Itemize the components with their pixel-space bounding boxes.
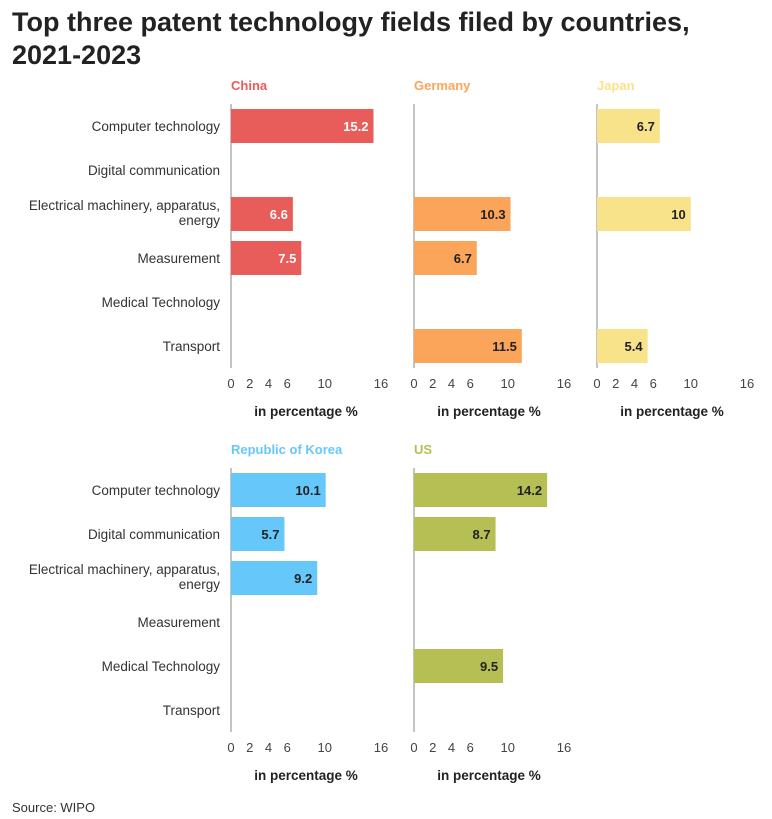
tick-label-china-6: 6 — [284, 376, 291, 391]
tick-label-china-10: 10 — [318, 376, 332, 391]
tick-label-japan-6: 6 — [650, 376, 657, 391]
bar-republic-of-korea-computer-technology — [231, 473, 326, 507]
bar-japan-transport — [597, 329, 648, 363]
category-label-electrical-machinery-apparatus-energy-line2: energy — [179, 213, 221, 228]
bar-japan-computer-technology — [597, 109, 660, 143]
category-label-electrical-machinery-apparatus-energy-line2: energy — [179, 577, 221, 592]
tick-label-germany-4: 4 — [448, 376, 455, 391]
page-title: Top three patent technology fields filed… — [12, 7, 690, 70]
data-label-china-electrical-machinery-apparatus-energy: 6.6 — [270, 207, 288, 222]
data-label-germany-transport: 11.5 — [492, 339, 517, 354]
data-label-us-computer-technology: 14.2 — [517, 483, 542, 498]
data-label-japan-transport: 5.4 — [625, 339, 644, 354]
panel-title-republic-of-korea: Republic of Korea — [231, 442, 343, 457]
bar-germany-electrical-machinery-apparatus-energy — [414, 197, 511, 231]
panel-title-japan: Japan — [597, 78, 635, 93]
category-label-electrical-machinery-apparatus-energy: Electrical machinery, apparatus, — [29, 198, 220, 213]
panel-title-us: US — [414, 442, 432, 457]
data-label-china-measurement: 7.5 — [278, 251, 296, 266]
tick-label-germany-16: 16 — [557, 376, 571, 391]
category-label-measurement: Measurement — [137, 615, 220, 630]
category-label-digital-communication: Digital communication — [88, 163, 220, 178]
data-label-us-medical-technology: 9.5 — [480, 659, 498, 674]
tick-label-japan-0: 0 — [593, 376, 600, 391]
source-note: Source: WIPO — [12, 800, 96, 815]
data-label-china-computer-technology: 15.2 — [343, 119, 368, 134]
data-label-japan-electrical-machinery-apparatus-energy: 10 — [671, 207, 685, 222]
tick-label-us-6: 6 — [467, 740, 474, 755]
tick-label-germany-0: 0 — [410, 376, 417, 391]
bar-japan-electrical-machinery-apparatus-energy — [597, 197, 691, 231]
bar-us-computer-technology — [414, 473, 548, 507]
tick-label-us-0: 0 — [410, 740, 417, 755]
tick-label-us-16: 16 — [557, 740, 571, 755]
data-label-germany-measurement: 6.7 — [454, 251, 472, 266]
bar-china-electrical-machinery-apparatus-energy — [231, 197, 293, 231]
data-label-germany-electrical-machinery-apparatus-energy: 10.3 — [480, 207, 505, 222]
tick-label-republic-of-korea-10: 10 — [318, 740, 332, 755]
data-label-republic-of-korea-computer-technology: 10.1 — [295, 483, 320, 498]
tick-label-us-4: 4 — [448, 740, 455, 755]
tick-label-japan-4: 4 — [631, 376, 638, 391]
tick-label-us-2: 2 — [429, 740, 436, 755]
tick-label-republic-of-korea-16: 16 — [374, 740, 388, 755]
tick-label-japan-10: 10 — [684, 376, 698, 391]
tick-label-germany-10: 10 — [501, 376, 515, 391]
tick-label-japan-2: 2 — [612, 376, 619, 391]
category-label-transport: Transport — [163, 703, 221, 718]
tick-label-us-10: 10 — [501, 740, 515, 755]
data-label-us-digital-communication: 8.7 — [472, 527, 490, 542]
category-label-medical-technology: Medical Technology — [102, 659, 221, 674]
tick-label-china-0: 0 — [227, 376, 234, 391]
tick-label-japan-16: 16 — [740, 376, 754, 391]
bar-us-medical-technology — [414, 649, 504, 683]
bar-china-measurement — [231, 241, 302, 275]
tick-label-china-16: 16 — [374, 376, 388, 391]
tick-label-republic-of-korea-2: 2 — [246, 740, 253, 755]
bar-china-computer-technology — [231, 109, 374, 143]
category-label-medical-technology: Medical Technology — [102, 295, 221, 310]
data-label-republic-of-korea-digital-communication: 5.7 — [261, 527, 279, 542]
category-label-computer-technology: Computer technology — [92, 483, 221, 498]
tick-label-germany-2: 2 — [429, 376, 436, 391]
axis-title-us: in percentage % — [437, 768, 541, 783]
panel-title-china: China — [231, 78, 268, 93]
category-label-electrical-machinery-apparatus-energy: Electrical machinery, apparatus, — [29, 562, 220, 577]
bar-germany-measurement — [414, 241, 477, 275]
tick-label-china-2: 2 — [246, 376, 253, 391]
tick-label-republic-of-korea-6: 6 — [284, 740, 291, 755]
axis-title-china: in percentage % — [254, 404, 358, 419]
tick-label-china-4: 4 — [265, 376, 272, 391]
axis-title-republic-of-korea: in percentage % — [254, 768, 358, 783]
bar-us-digital-communication — [414, 517, 496, 551]
category-label-measurement: Measurement — [137, 251, 220, 266]
bar-germany-transport — [414, 329, 522, 363]
category-label-computer-technology: Computer technology — [92, 119, 221, 134]
bar-republic-of-korea-digital-communication — [231, 517, 285, 551]
axis-title-germany: in percentage % — [437, 404, 541, 419]
tick-label-republic-of-korea-0: 0 — [227, 740, 234, 755]
panel-title-germany: Germany — [414, 78, 471, 93]
data-label-republic-of-korea-electrical-machinery-apparatus-energy: 9.2 — [294, 571, 312, 586]
category-label-digital-communication: Digital communication — [88, 527, 220, 542]
bar-republic-of-korea-electrical-machinery-apparatus-energy — [231, 561, 318, 595]
category-label-transport: Transport — [163, 339, 221, 354]
axis-title-japan: in percentage % — [620, 404, 724, 419]
data-label-japan-computer-technology: 6.7 — [637, 119, 655, 134]
tick-label-republic-of-korea-4: 4 — [265, 740, 272, 755]
tick-label-germany-6: 6 — [467, 376, 474, 391]
